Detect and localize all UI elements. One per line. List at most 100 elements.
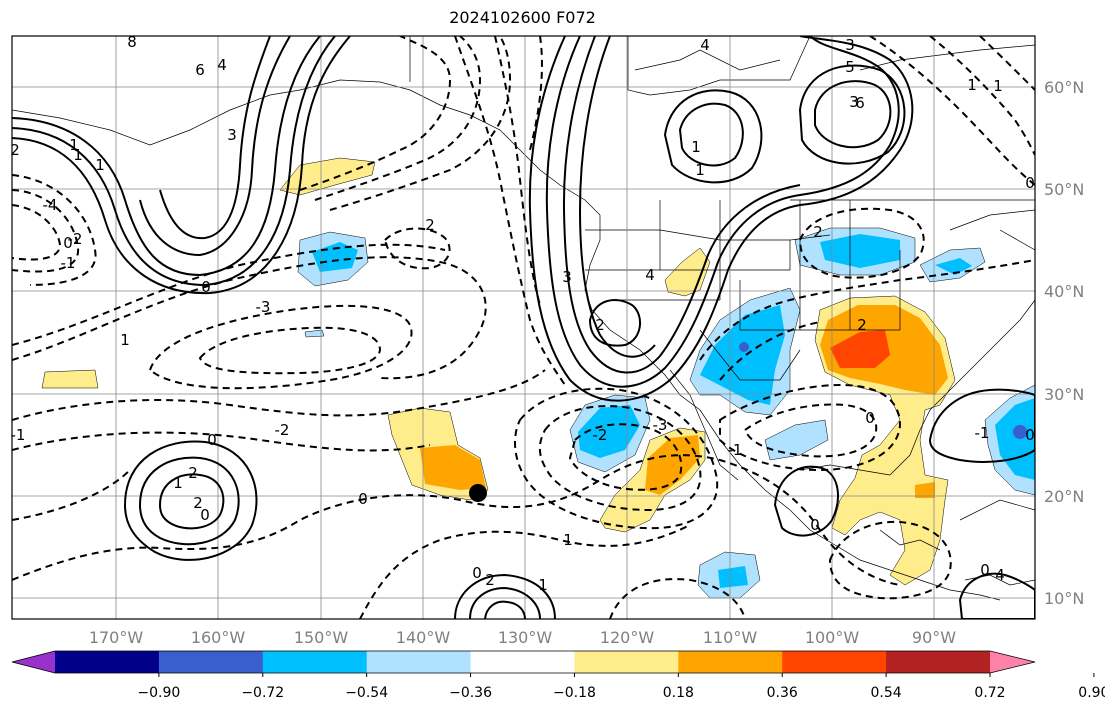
colorbar-outline (11, 650, 1036, 674)
colorbar-segment (158, 651, 264, 673)
colorbar-tick-label: −0.90 (137, 685, 180, 701)
contour-label: -4 (43, 196, 58, 214)
contour-label: -1 (11, 426, 26, 444)
lon-label: 160°W (191, 628, 246, 647)
colorbar-segment (55, 651, 160, 673)
colorbar-segment (886, 651, 991, 673)
contour-label: 0 (865, 409, 875, 427)
negative-contours (12, 36, 1035, 619)
contour-label: 3 (845, 36, 855, 54)
contour-label: 1 (563, 531, 573, 549)
contour-label: 2 (485, 571, 495, 589)
contour-label: 3 (849, 93, 859, 111)
lon-label: 90°W (912, 628, 956, 647)
contour-label: 6 (195, 61, 205, 79)
colorbar-segment (782, 651, 887, 673)
contour-label: 1 (695, 161, 705, 179)
contour-label: -2 (68, 230, 83, 248)
contour-label: 2 (188, 464, 198, 482)
contour-label: 0 (1025, 426, 1035, 444)
colorbar-max-arrow (990, 651, 1035, 673)
lat-label: 50°N (1044, 180, 1084, 199)
colorbar-tick-label: −0.72 (241, 685, 284, 701)
contour-label: 2 (857, 316, 867, 334)
colorbar-min-arrow (12, 651, 55, 673)
colorbar-segment (470, 651, 575, 673)
colorbar-tick-label: −0.36 (449, 685, 492, 701)
colorbar: −0.90 −0.72 −0.54 −0.36 −0.18 0.18 0.36 0.54 0.7… (11, 650, 1105, 701)
contour-label: 1 (73, 146, 83, 164)
contour-label: 4 (700, 36, 710, 54)
lon-label: 140°W (396, 628, 451, 647)
contour-label: 8 (127, 33, 137, 51)
lat-label: 40°N (1044, 282, 1084, 301)
contour-label: 1 (967, 76, 977, 94)
contour-label: 0 (980, 561, 990, 579)
lon-label: 110°W (703, 628, 758, 647)
contour-label: 1 (538, 576, 548, 594)
contour-label: 2 (193, 494, 203, 512)
contour-label: -2 (275, 421, 290, 439)
colorbar-tick-label: 0.36 (767, 685, 798, 701)
storm-center-marker (469, 484, 487, 502)
colorbar-segment (366, 651, 472, 673)
contour-label: 0 (63, 234, 73, 252)
contour-label: -3 (653, 416, 668, 434)
contour-label: -1 (975, 424, 990, 442)
contour-label: 1 (95, 156, 105, 174)
contour-label: 0 (358, 490, 368, 508)
positive-anomaly-shading (41, 157, 956, 586)
lat-label: 30°N (1044, 385, 1084, 404)
contour-label: 1 (120, 331, 130, 349)
contour-label: 0 (1025, 174, 1035, 192)
contour-label: 5 (845, 58, 855, 76)
lon-label: 120°W (600, 628, 655, 647)
colorbar-segment (678, 651, 783, 673)
contour-label: 0 (810, 516, 820, 534)
lon-label: 150°W (294, 628, 349, 647)
contour-label: 2 (595, 316, 605, 334)
contour-label: 3 (562, 268, 572, 286)
contour-label: 2 (425, 216, 435, 234)
colorbar-tick-label: −0.54 (345, 685, 388, 701)
colorbar-segment (574, 651, 679, 673)
lat-label: 10°N (1044, 589, 1084, 608)
map-frame (11, 35, 1036, 620)
lon-label: 130°W (498, 628, 553, 647)
contour-label: -2 (593, 426, 608, 444)
colorbar-segment (262, 651, 368, 673)
contour-label: 2 (10, 141, 20, 159)
colorbar-tick-label: 0.90 (1078, 685, 1105, 701)
colorbar-tick-label: 0.18 (663, 685, 694, 701)
contour-label: 1 (173, 474, 183, 492)
contour-label: -1 (61, 254, 76, 272)
contour-label: -3 (256, 298, 271, 316)
colorbar-tick-label: −0.18 (553, 685, 596, 701)
contour-label: 3 (227, 126, 237, 144)
contour-label: 6 (855, 94, 865, 112)
contour-label: 1 (69, 136, 79, 154)
contour-label: 0 (207, 431, 217, 449)
contour-label: 1 (691, 138, 701, 156)
contour-label: 0 (201, 278, 211, 296)
contour-label: 1 (993, 77, 1003, 95)
contour-label: 0 (472, 564, 482, 582)
contour-label: 4 (995, 566, 1005, 584)
longitude-labels: 170°W 160°W 150°W 140°W 130°W 120°W 110°… (89, 628, 956, 647)
colorbar-tick-label: 0.54 (871, 685, 902, 701)
colorbar-tick-label: 0.72 (974, 685, 1005, 701)
lon-label: 100°W (805, 628, 860, 647)
latitude-labels: 60°N 50°N 40°N 30°N 20°N 10°N (1044, 78, 1084, 608)
contour-label: -1 (728, 441, 743, 459)
lat-label: 60°N (1044, 78, 1084, 97)
lat-label: 20°N (1044, 487, 1084, 506)
contour-label: 0 (200, 506, 210, 524)
contour-label: 2 (813, 223, 823, 241)
lon-label: 170°W (89, 628, 144, 647)
positive-contours (12, 36, 1035, 619)
contour-label: 4 (645, 266, 655, 284)
map-title: 2024102600 F072 (449, 8, 596, 27)
contour-label: 4 (217, 56, 227, 74)
